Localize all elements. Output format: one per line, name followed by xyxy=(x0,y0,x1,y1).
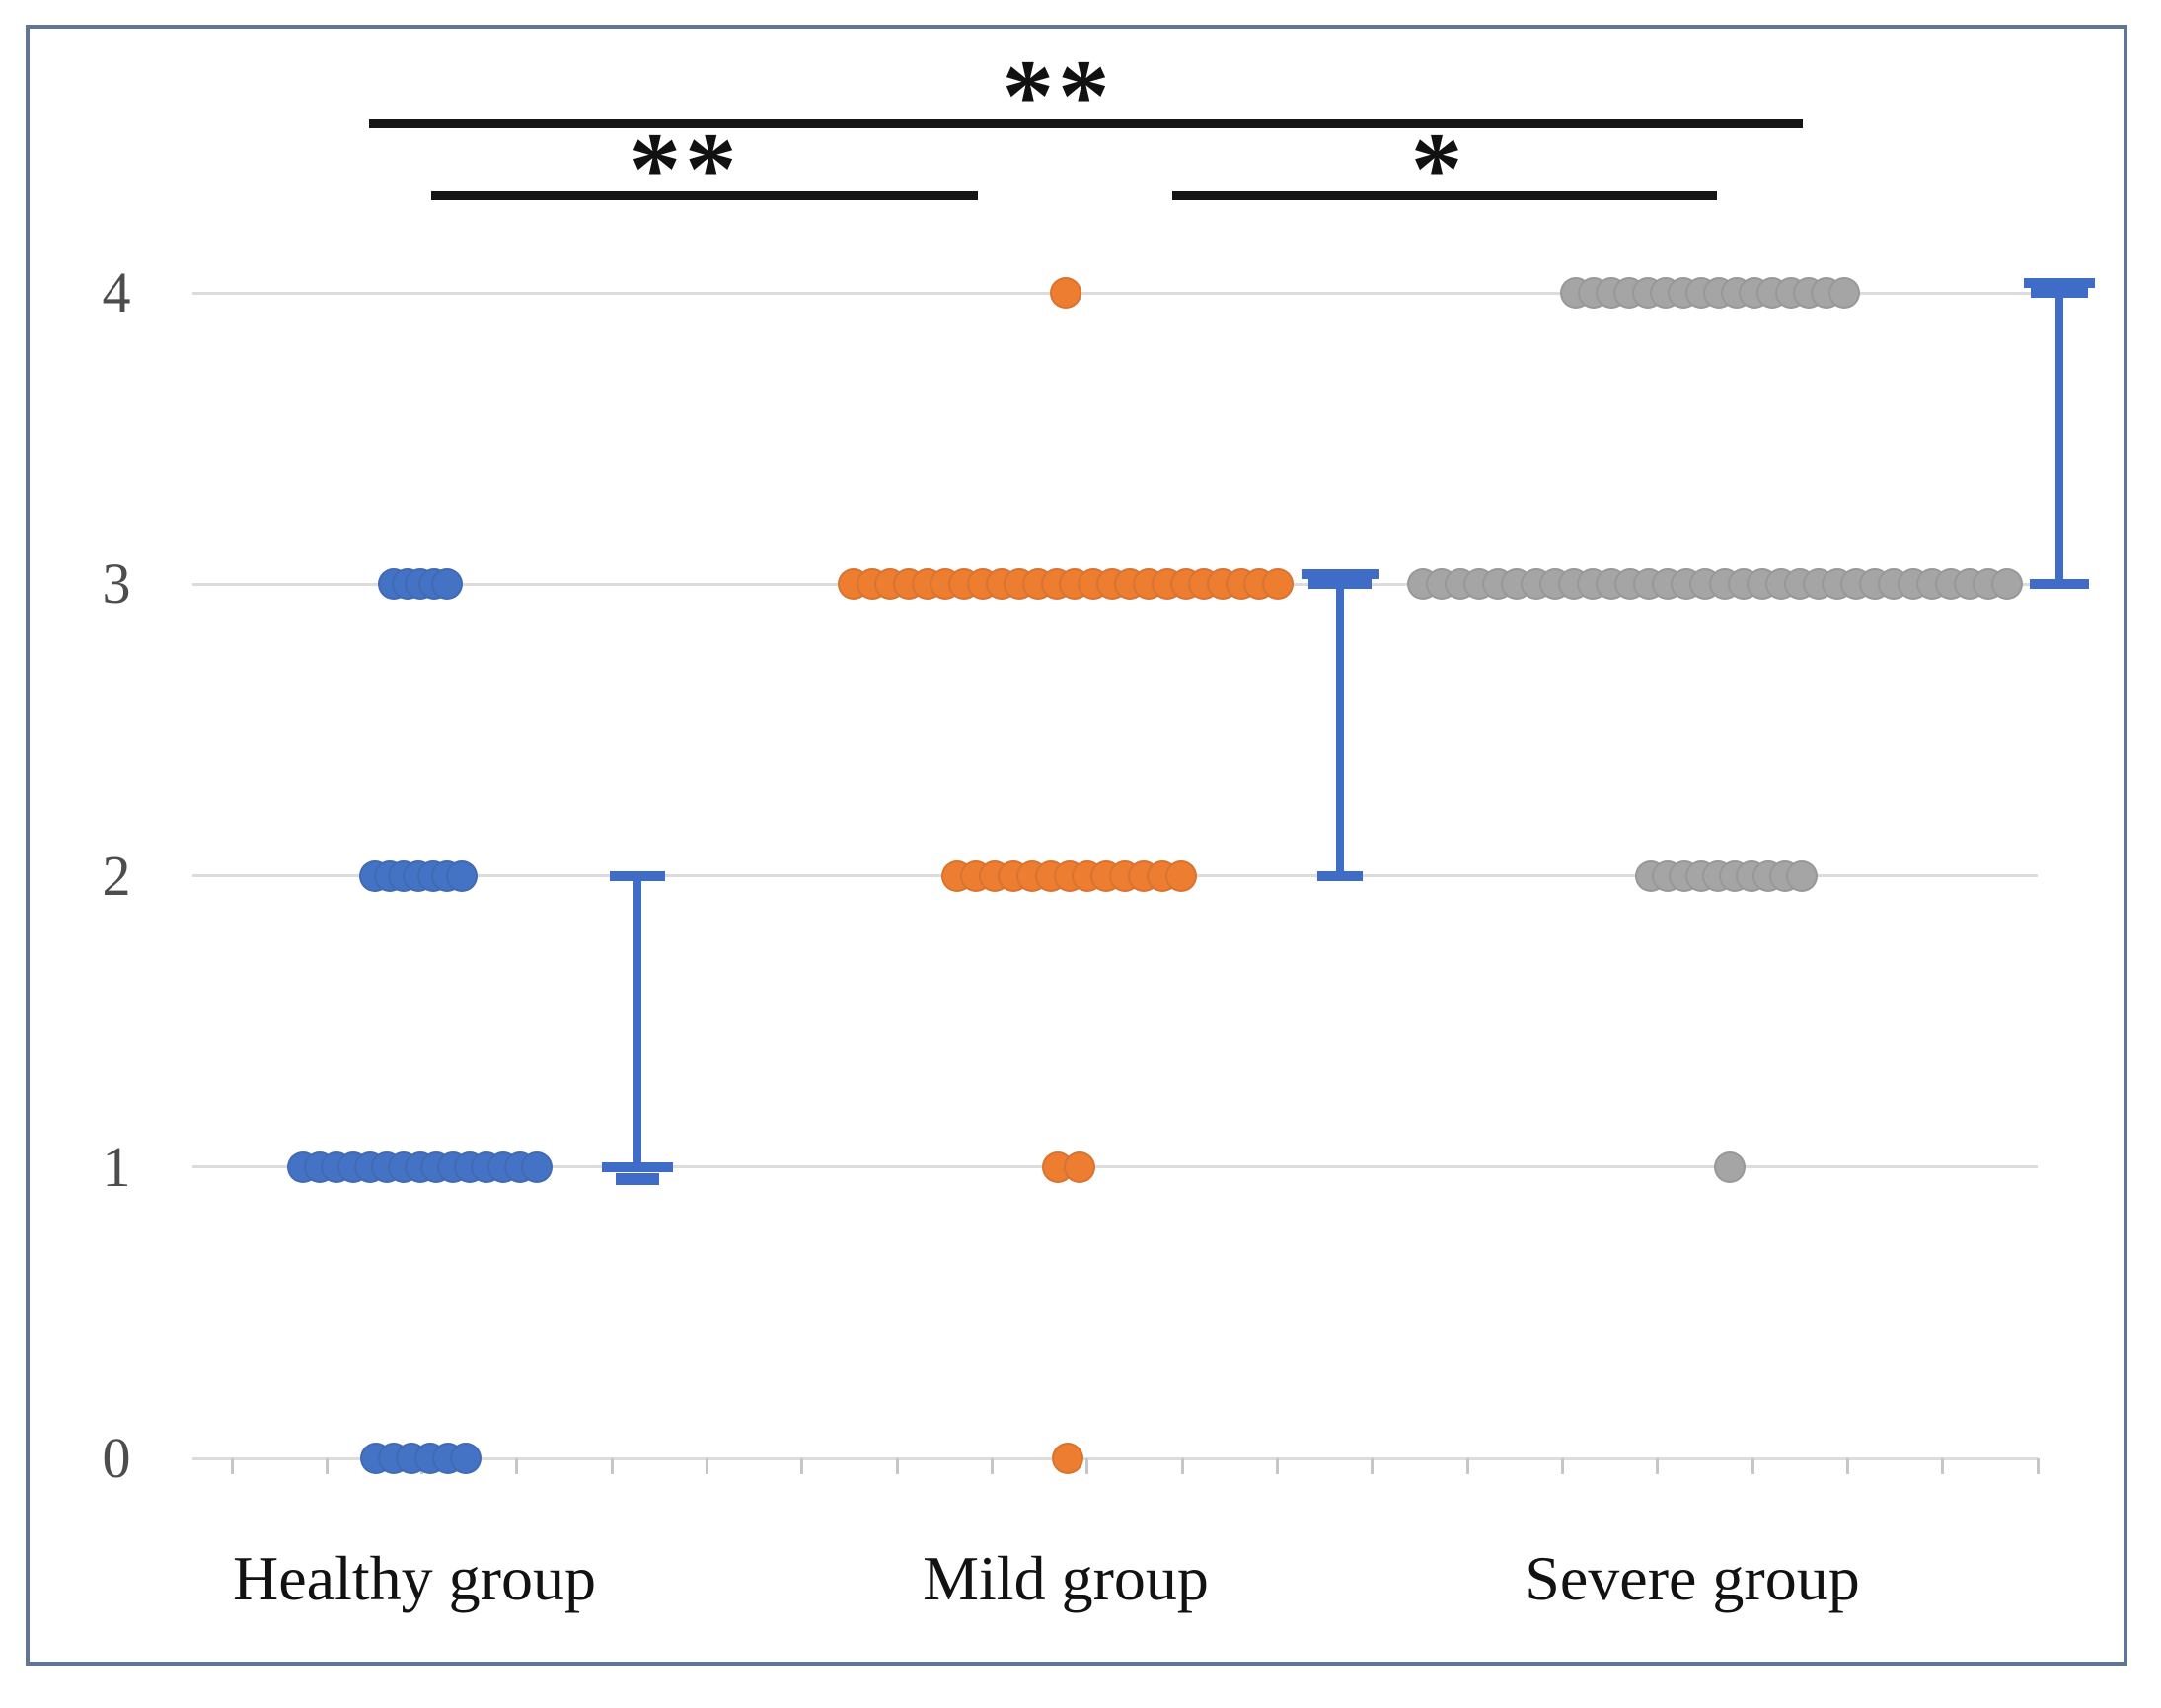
x-tick xyxy=(1371,1458,1375,1474)
error-bar-mean-dash xyxy=(1302,569,1379,580)
error-bar-line xyxy=(633,875,641,1167)
data-dot xyxy=(1262,568,1294,601)
x-tick xyxy=(991,1458,995,1474)
error-bar-cap-top xyxy=(1308,579,1372,590)
x-tick xyxy=(706,1458,709,1474)
error-bar-line xyxy=(2055,293,2063,585)
figure-border xyxy=(26,25,2127,1666)
significance-label: * xyxy=(1410,111,1467,226)
significance-label: ** xyxy=(629,111,741,226)
data-dot xyxy=(450,1443,482,1474)
significance-bar xyxy=(369,119,1803,128)
data-dot xyxy=(1052,1443,1083,1474)
x-tick xyxy=(1180,1458,1184,1474)
x-tick xyxy=(325,1458,329,1474)
x-tick xyxy=(610,1458,614,1474)
x-tick xyxy=(515,1458,519,1474)
gridline xyxy=(192,291,2038,295)
data-dot xyxy=(1828,277,1860,309)
data-dot xyxy=(1714,1151,1746,1183)
x-tick xyxy=(800,1458,804,1474)
data-dot xyxy=(1165,859,1197,892)
x-tick xyxy=(895,1458,899,1474)
data-dot xyxy=(446,859,478,892)
error-bar-cap-bottom xyxy=(1317,870,1363,881)
x-tick xyxy=(2036,1458,2040,1474)
x-category-label-mild: Mild group xyxy=(923,1543,1209,1613)
x-tick xyxy=(1085,1458,1089,1474)
significance-label: ** xyxy=(1002,37,1114,153)
x-tick xyxy=(1560,1458,1564,1474)
error-bar-mean-dash xyxy=(615,1172,660,1185)
gridline xyxy=(192,1456,2038,1460)
x-tick xyxy=(230,1458,234,1474)
data-dot xyxy=(1064,1151,1095,1183)
data-dot xyxy=(1786,859,1818,892)
data-dot xyxy=(1991,568,2023,601)
x-tick xyxy=(1656,1458,1660,1474)
x-category-label-severe: Severe group xyxy=(1525,1543,1860,1613)
gridline xyxy=(192,1165,2038,1169)
x-category-label-healthy: Healthy group xyxy=(233,1543,596,1613)
error-bar-line xyxy=(1336,584,1344,876)
significance-bar xyxy=(431,191,978,200)
significance-bar xyxy=(1172,191,1717,200)
x-tick xyxy=(1845,1458,1849,1474)
x-tick xyxy=(1465,1458,1469,1474)
data-dot xyxy=(521,1151,553,1183)
error-bar-mean-dash xyxy=(2024,278,2095,288)
error-bar-cap-top xyxy=(610,870,665,881)
x-tick xyxy=(1275,1458,1279,1474)
y-tick-label: 4 xyxy=(102,260,131,325)
error-bar-cap-bottom xyxy=(2030,579,2089,590)
y-tick-label: 2 xyxy=(102,843,131,908)
x-tick xyxy=(1941,1458,1945,1474)
data-dot xyxy=(431,568,463,601)
y-tick-label: 1 xyxy=(102,1134,131,1199)
error-bar-cap-top xyxy=(2031,288,2088,298)
y-tick-label: 0 xyxy=(102,1426,131,1490)
data-dot xyxy=(1050,277,1081,309)
x-tick xyxy=(1751,1458,1754,1474)
y-tick-label: 3 xyxy=(102,552,131,617)
error-bar-cap-bottom xyxy=(602,1161,673,1172)
